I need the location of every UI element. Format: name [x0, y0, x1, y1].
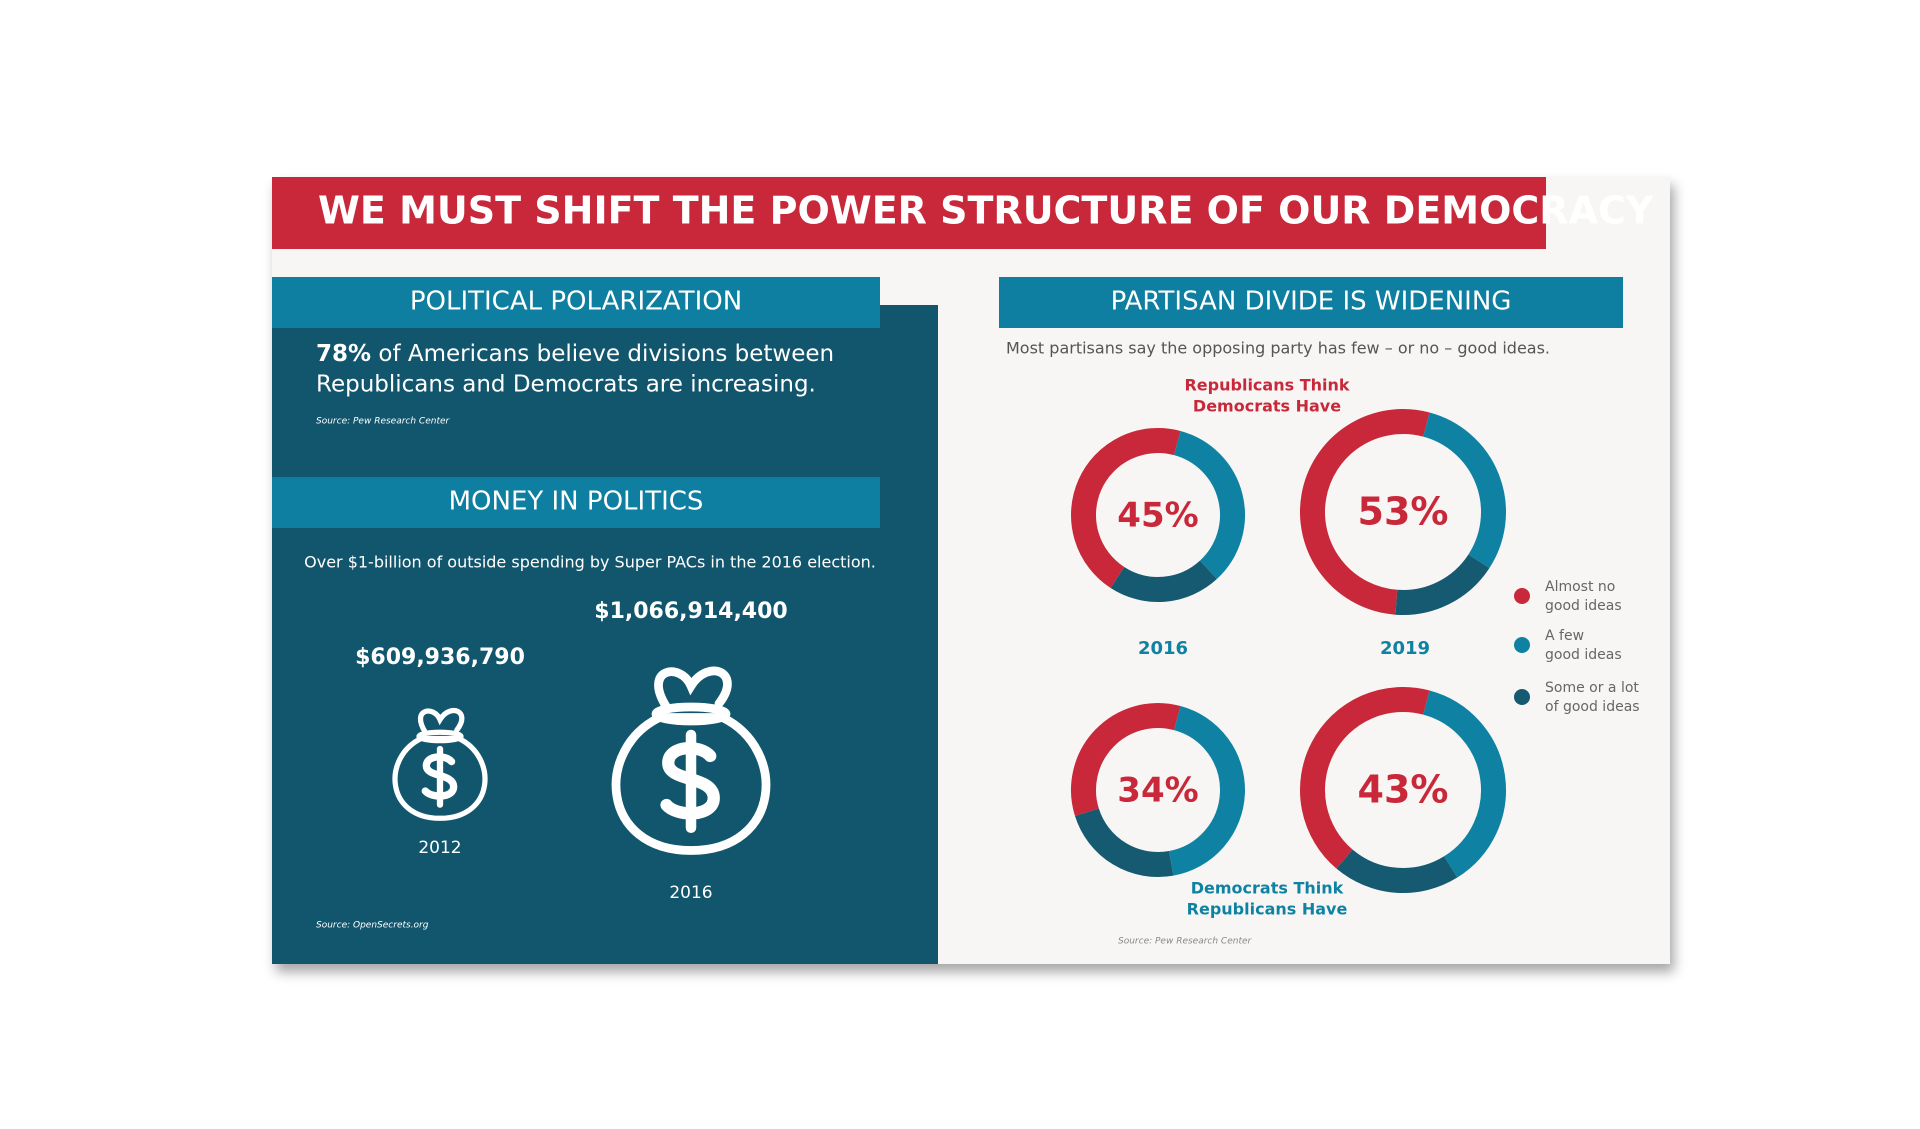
- donut-segment: [1074, 808, 1174, 877]
- source: Source: OpenSecrets.org: [316, 921, 429, 931]
- bag-tie: [416, 729, 464, 744]
- donut-label: 43%: [1358, 768, 1449, 812]
- donut-segment: [1110, 560, 1217, 602]
- stat-text: of Americans believe divisions between: [378, 341, 834, 367]
- section-heading: MONEY IN POLITICS: [449, 487, 704, 517]
- bag-knot: [417, 708, 465, 735]
- section-heading: PARTISAN DIVIDE IS WIDENING: [1111, 287, 1512, 317]
- amount: $1,066,914,400: [594, 599, 787, 624]
- donut-segment: [1173, 430, 1245, 580]
- group-label: Republicans Think: [1184, 376, 1349, 395]
- legend-text: Almost no: [1545, 579, 1615, 595]
- stat-text: Republicans and Democrats are increasing…: [316, 372, 816, 398]
- stat-line: 78% of Americans believe divisions betwe…: [316, 341, 834, 367]
- legend-swatch: [1514, 588, 1530, 604]
- donut-segment: [1336, 849, 1458, 893]
- section-header: [272, 477, 880, 528]
- donut-segment: [1422, 412, 1506, 569]
- donut-segment: [1071, 703, 1181, 817]
- donut-segment: [1168, 705, 1245, 876]
- title-bar: [272, 177, 1546, 249]
- left-panel: [272, 305, 938, 964]
- money-bag-icon: [392, 708, 488, 821]
- money-bag-icon: [611, 666, 771, 855]
- legend-text: good ideas: [1545, 647, 1622, 663]
- group-label: Democrats Have: [1193, 397, 1341, 416]
- donut-segment: [1300, 687, 1430, 869]
- legend-swatch: [1514, 637, 1530, 653]
- donut-segment: [1395, 554, 1490, 615]
- title: WE MUST SHIFT THE POWER STRUCTURE OF OUR…: [318, 189, 1654, 233]
- source: Source: Pew Research Center: [316, 417, 451, 427]
- source: Source: Pew Research Center: [1118, 937, 1253, 947]
- year: 2019: [1380, 638, 1430, 659]
- legend-text: good ideas: [1545, 598, 1622, 614]
- donut-label: 45%: [1117, 496, 1198, 536]
- group-label: Republicans Have: [1187, 900, 1348, 919]
- donut-label: 34%: [1117, 771, 1198, 811]
- bag-knot: [654, 666, 732, 712]
- bag-tie: [651, 702, 731, 726]
- bag-body: [392, 735, 488, 821]
- legend-text: of good ideas: [1545, 699, 1640, 715]
- group-label: Democrats Think: [1191, 879, 1344, 898]
- subtitle: Most partisans say the opposing party ha…: [1006, 339, 1550, 358]
- section-header: [999, 277, 1623, 328]
- legend-swatch: [1514, 689, 1530, 705]
- section-header: [272, 277, 880, 328]
- donut-segment: [1300, 409, 1430, 615]
- money-text: Over $1-billion of outside spending by S…: [304, 553, 876, 572]
- legend-text: A few: [1545, 628, 1584, 644]
- donut-segment: [1071, 428, 1181, 588]
- bag-body: [611, 713, 771, 855]
- year: 2012: [418, 838, 461, 858]
- amount: $609,936,790: [355, 645, 525, 670]
- stat: 78%: [316, 341, 371, 367]
- year: 2016: [1138, 638, 1188, 659]
- legend-text: Some or a lot: [1545, 680, 1639, 696]
- section-heading: POLITICAL POLARIZATION: [410, 287, 742, 317]
- donut-label: 53%: [1358, 490, 1449, 534]
- year: 2016: [669, 883, 712, 903]
- donut-segment: [1422, 690, 1506, 878]
